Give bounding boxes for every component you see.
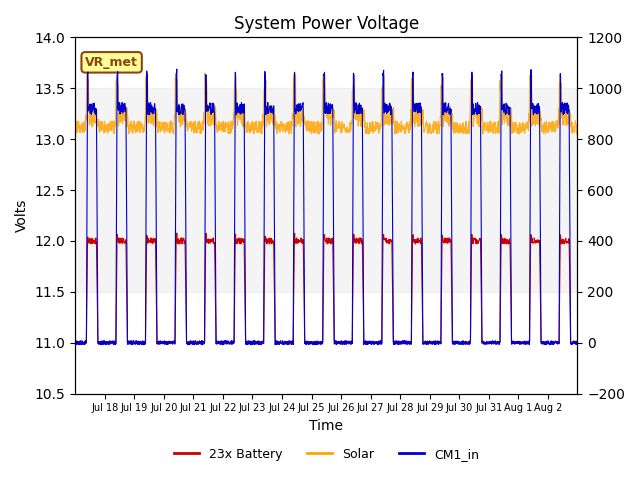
Bar <box>75 88 577 292</box>
X-axis label: Time: Time <box>309 419 343 433</box>
Legend: 23x Battery, Solar, CM1_in: 23x Battery, Solar, CM1_in <box>168 443 484 466</box>
Text: VR_met: VR_met <box>85 56 138 69</box>
Title: System Power Voltage: System Power Voltage <box>234 15 419 33</box>
Y-axis label: Volts: Volts <box>15 199 29 232</box>
